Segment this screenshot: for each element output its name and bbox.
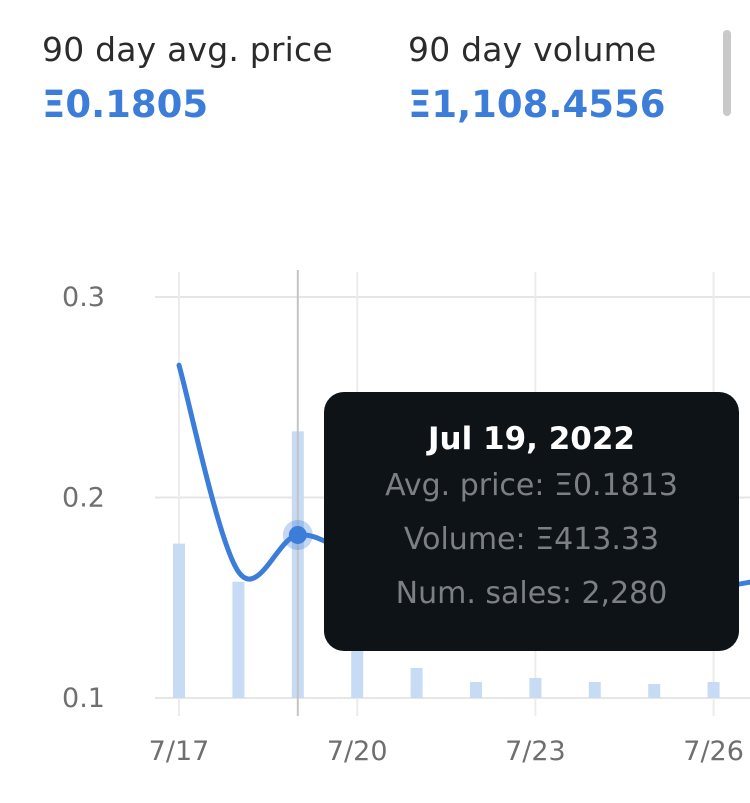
- volume-value: Ξ1,108.4556: [408, 83, 666, 126]
- x-tick-label: 7/23: [505, 736, 566, 767]
- scrollbar[interactable]: [723, 30, 731, 116]
- x-tick-label: 7/17: [149, 736, 210, 767]
- y-tick-label: 0.3: [62, 282, 105, 313]
- volume-bar[interactable]: [173, 543, 185, 698]
- volume-bar[interactable]: [529, 677, 542, 698]
- volume-bar[interactable]: [707, 681, 720, 698]
- x-tick-label: 7/20: [327, 736, 388, 767]
- x-tick-label: 7/26: [683, 736, 744, 767]
- avg-price-value: Ξ0.1805: [42, 83, 209, 126]
- chart-tooltip: Jul 19, 2022 Avg. price: Ξ0.1813 Volume:…: [324, 392, 739, 651]
- volume-bar[interactable]: [232, 581, 245, 698]
- volume-bar[interactable]: [588, 681, 601, 698]
- tooltip-volume: Volume: Ξ413.33: [403, 522, 660, 557]
- stats-header: 90 day avg. price Ξ0.1805 90 day volume …: [42, 30, 731, 140]
- tooltip-avg-price: Avg. price: Ξ0.1813: [385, 468, 678, 503]
- highlight-point[interactable]: [288, 525, 307, 544]
- tooltip-num-sales: Num. sales: 2,280: [395, 576, 668, 611]
- y-tick-label: 0.2: [62, 483, 105, 514]
- avg-price-label: 90 day avg. price: [42, 30, 333, 69]
- volume-bar[interactable]: [410, 667, 423, 698]
- y-tick-label: 0.1: [62, 683, 105, 714]
- tooltip-date: Jul 19, 2022: [427, 421, 635, 457]
- avg-price-stat: 90 day avg. price Ξ0.1805: [42, 30, 333, 126]
- volume-bar[interactable]: [351, 647, 364, 698]
- volume-bar[interactable]: [470, 681, 482, 698]
- volume-label: 90 day volume: [408, 30, 657, 69]
- volume-stat: 90 day volume Ξ1,108.4556: [408, 30, 665, 126]
- volume-bar[interactable]: [648, 683, 661, 698]
